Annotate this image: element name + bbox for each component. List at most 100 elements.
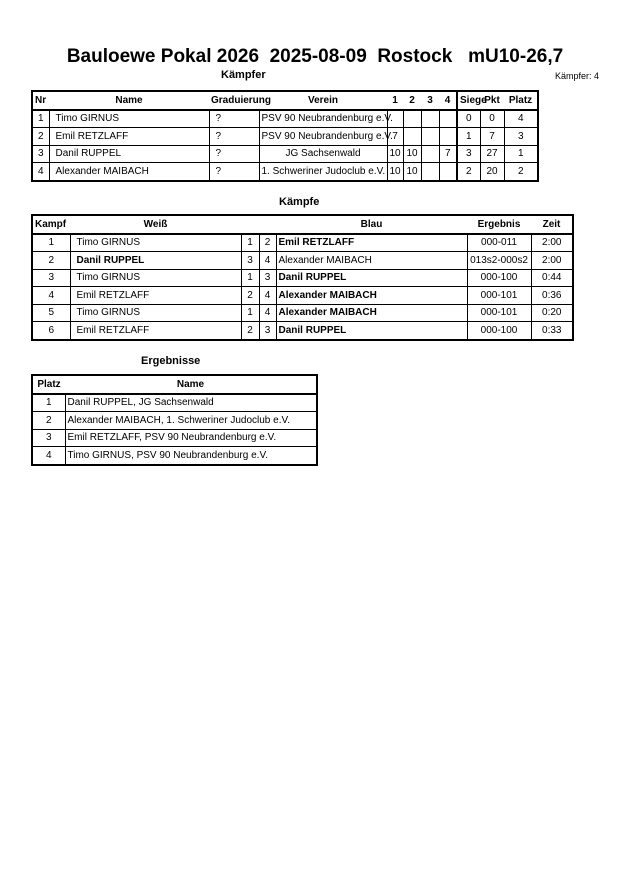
fight-result: 000-011 bbox=[466, 233, 532, 252]
fight-row: 5 Timo GIRNUS 1 4 Alexander MAIBACH 000-101 0:… bbox=[31, 303, 574, 322]
place: 1 bbox=[31, 393, 66, 412]
fighter-cell: 2 bbox=[456, 162, 481, 181]
fighter-cell: 4 bbox=[503, 109, 539, 128]
fighter-cell: 1 bbox=[503, 144, 539, 163]
fighter-cell: 10 bbox=[386, 144, 404, 163]
blue-number: 3 bbox=[258, 321, 277, 340]
white-fighter: Timo GIRNUS bbox=[69, 233, 242, 252]
column-header: Ergebnis bbox=[467, 214, 531, 234]
fight-result: 000-100 bbox=[466, 268, 532, 287]
column-header: 1 bbox=[387, 90, 403, 110]
fight-result: 013s2-000s2 bbox=[466, 251, 532, 270]
fighter-row: 3 Danil RUPPEL? JG Sachsenwald 10 10 7 3 27 1 bbox=[31, 144, 539, 163]
fighter-cell: PSV 90 Neubrandenburg e.V. bbox=[258, 127, 393, 146]
fight-row: 6 Emil RETZLAFF 2 3 Danil RUPPEL 000-100 0:33 bbox=[31, 321, 574, 340]
fight-time: 2:00 bbox=[530, 251, 574, 270]
column-header: 2 bbox=[403, 90, 421, 110]
fight-time: 0:20 bbox=[530, 303, 574, 322]
fighter-cell: 10 bbox=[386, 162, 404, 181]
column-header: Platz bbox=[504, 90, 538, 110]
fight-result: 000-100 bbox=[466, 321, 532, 340]
result-name: Alexander MAIBACH, 1. Schweriner Judoclu… bbox=[64, 411, 318, 430]
white-number: 1 bbox=[240, 233, 260, 252]
fighters-heading: Kämpfer bbox=[221, 69, 266, 81]
fighter-cell: PSV 90 Neubrandenburg e.V. bbox=[258, 109, 393, 128]
fighter-cell: ? bbox=[208, 144, 260, 163]
fighter-cell: Emil RETZLAFF bbox=[48, 127, 210, 146]
blue-number: 4 bbox=[258, 251, 277, 270]
fighter-cell: 7 bbox=[479, 127, 505, 146]
blue-number: 4 bbox=[258, 286, 277, 305]
result-row: 3 Emil RETZLAFF, PSV 90 Neubrandenburg e.… bbox=[31, 428, 318, 447]
blue-number: 4 bbox=[258, 303, 277, 322]
fighter-cell bbox=[438, 127, 458, 146]
fighter-cell bbox=[420, 144, 440, 163]
column-header: Weiß bbox=[70, 214, 241, 234]
page-title: Bauloewe Pokal 2026 2025-08-09 Rostock m… bbox=[66, 46, 564, 67]
fighter-cell: 10 bbox=[402, 162, 422, 181]
fighter-cell: ? bbox=[208, 109, 260, 128]
fighter-cell: 7 bbox=[438, 144, 458, 163]
white-fighter: Emil RETZLAFF bbox=[69, 321, 242, 340]
fight-number: 3 bbox=[31, 268, 71, 287]
fighter-cell: Danil RUPPEL bbox=[48, 144, 210, 163]
column-header: Kampf bbox=[32, 214, 70, 234]
fighter-cell: 10 bbox=[402, 144, 422, 163]
fighter-cell: 4 bbox=[31, 162, 50, 181]
white-fighter: Timo GIRNUS bbox=[69, 268, 242, 287]
result-row: 4 Timo GIRNUS, PSV 90 Neubrandenburg e.V. bbox=[31, 446, 318, 465]
fight-row: 3 Timo GIRNUS 1 3 Danil RUPPEL 000-100 0:44 bbox=[31, 268, 574, 287]
fight-number: 4 bbox=[31, 286, 71, 305]
fight-result: 000-101 bbox=[466, 303, 532, 322]
column-header: 3 bbox=[421, 90, 439, 110]
blue-number: 2 bbox=[258, 233, 277, 252]
white-number: 2 bbox=[240, 286, 260, 305]
fight-result: 000-101 bbox=[466, 286, 532, 305]
fighter-cell bbox=[402, 127, 422, 146]
fighter-cell: 2 bbox=[503, 162, 539, 181]
fighter-cell: 27 bbox=[479, 144, 505, 163]
column-header: Verein bbox=[259, 90, 387, 110]
fighter-row: 4 Alexander MAIBACH? 1. Schweriner Judoclu… bbox=[31, 162, 539, 181]
fighter-cell: Alexander MAIBACH bbox=[48, 162, 210, 181]
blue-fighter: Danil RUPPEL bbox=[275, 321, 468, 340]
fighter-cell: 1 bbox=[456, 127, 481, 146]
fighter-cell bbox=[402, 109, 422, 128]
result-row: 1 Danil RUPPEL, JG Sachsenwald bbox=[31, 393, 318, 412]
results-table: Platz Name 1 Danil RUPPEL, JG Sachsenwald 2 A… bbox=[31, 374, 318, 466]
fight-number: 5 bbox=[31, 303, 71, 322]
blue-fighter: Alexander MAIBACH bbox=[275, 251, 468, 270]
fighter-cell bbox=[420, 127, 440, 146]
result-name: Danil RUPPEL, JG Sachsenwald bbox=[64, 393, 318, 412]
white-fighter: Danil RUPPEL bbox=[69, 251, 242, 270]
fight-number: 6 bbox=[31, 321, 71, 340]
fighter-cell: Timo GIRNUS bbox=[48, 109, 210, 128]
result-name: Timo GIRNUS, PSV 90 Neubrandenburg e.V. bbox=[64, 446, 318, 465]
fights-table: Kampf Weiß Blau Ergebnis Zeit 1 Timo GIRNUS 1 2 E… bbox=[31, 214, 574, 341]
white-fighter: Timo GIRNUS bbox=[69, 303, 242, 322]
fighter-count: Kämpfer: 4 bbox=[554, 71, 599, 81]
blue-fighter: Emil RETZLAFF bbox=[275, 233, 468, 252]
fighter-cell: JG Sachsenwald bbox=[258, 144, 388, 163]
white-number: 3 bbox=[240, 251, 260, 270]
fight-row: 4 Emil RETZLAFF 2 4 Alexander MAIBACH 000-101… bbox=[31, 286, 574, 305]
white-fighter: Emil RETZLAFF bbox=[69, 286, 242, 305]
fighter-cell bbox=[420, 109, 440, 128]
fight-time: 0:44 bbox=[530, 268, 574, 287]
fighter-cell: 1. Schweriner Judoclub e.V. bbox=[258, 162, 388, 181]
fighter-cell: 0 bbox=[456, 109, 481, 128]
white-number: 2 bbox=[240, 321, 260, 340]
fighter-cell bbox=[420, 162, 440, 181]
fight-row: 1 Timo GIRNUS 1 2 Emil RETZLAFF 000-011 2:00 bbox=[31, 233, 574, 252]
fighter-cell: 2 bbox=[31, 127, 50, 146]
fighter-cell: 20 bbox=[479, 162, 505, 181]
fighter-row: 2 Emil RETZLAFF? PSV 90 Neubrandenburg e.V… bbox=[31, 127, 539, 146]
fighter-cell: ? bbox=[208, 162, 260, 181]
fighter-cell: ? bbox=[208, 127, 260, 146]
column-header: Zeit bbox=[531, 214, 573, 234]
white-number: 1 bbox=[240, 303, 260, 322]
place: 3 bbox=[31, 428, 66, 447]
column-header: Nr bbox=[32, 90, 49, 110]
fight-time: 0:36 bbox=[530, 286, 574, 305]
fighter-cell: 3 bbox=[503, 127, 539, 146]
